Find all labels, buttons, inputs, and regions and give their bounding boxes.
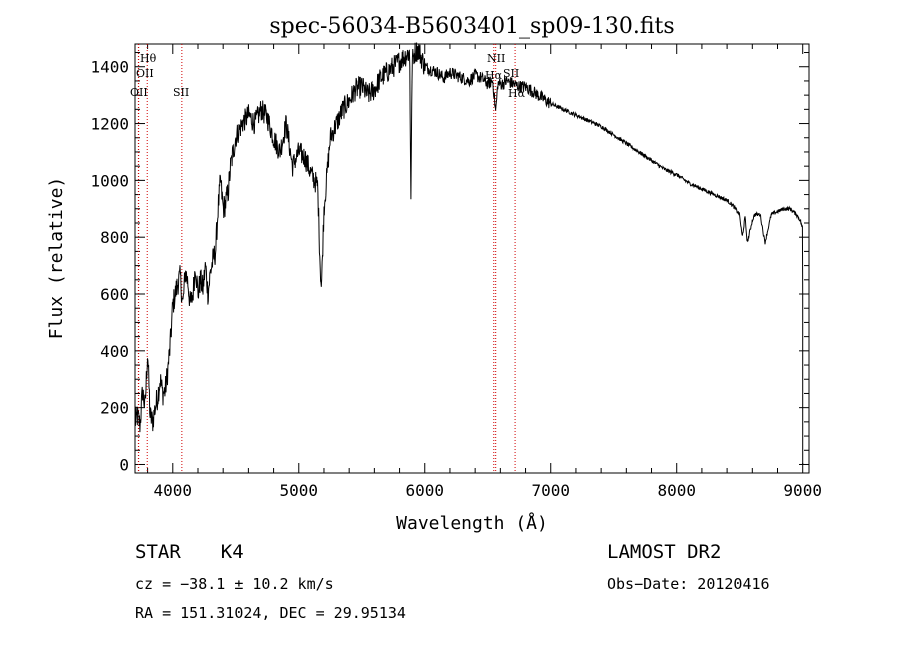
line-label-halpha-partial: Hα [508, 87, 526, 100]
x-tick-label: 8000 [657, 481, 696, 500]
x-axis-ticks: 4000 5000 6000 7000 8000 9000 [147, 44, 822, 500]
x-tick-label: 5000 [280, 481, 319, 500]
y-axis-ticks: 0 200 400 600 800 1000 1200 1400 [90, 52, 809, 474]
x-tick-label: 9000 [783, 481, 822, 500]
flux-series-line [134, 42, 804, 465]
plot-frame [134, 43, 810, 474]
y-tick-label: 400 [100, 342, 129, 361]
x-tick-label: 4000 [154, 481, 193, 500]
obs-date-text: Obs−Date: 20120416 [607, 575, 770, 593]
object-subclass: K4 [220, 541, 244, 563]
y-axis-label: Flux (relative) [46, 177, 67, 340]
spectral-line-markers [137, 44, 516, 473]
x-tick-label: 7000 [531, 481, 570, 500]
x-axis-label: Wavelength (Å) [396, 512, 548, 534]
line-label-sii-red: SII [503, 67, 519, 80]
y-tick-label: 600 [100, 285, 129, 304]
chart-title: spec-56034-B5603401_sp09-130.fits [269, 14, 674, 39]
y-tick-label: 200 [100, 399, 129, 418]
line-label-nii: NII [487, 52, 505, 65]
line-label-sii-blue: SII [173, 86, 189, 99]
coordinates-text: RA = 151.31024, DEC = 29.95134 [135, 604, 406, 622]
object-class-text: STAR K4 [135, 541, 244, 563]
survey-text: LAMOST DR2 [607, 541, 722, 563]
y-tick-label: 1000 [90, 171, 129, 190]
line-label-oii-upper: OII [136, 67, 154, 80]
cz-text: cz = −38.1 ± 10.2 km/s [135, 575, 334, 593]
line-label-htheta: Hθ [140, 52, 157, 65]
y-tick-label: 1200 [90, 115, 129, 134]
y-tick-label: 800 [100, 228, 129, 247]
y-tick-label: 1400 [90, 58, 129, 77]
x-tick-label: 6000 [405, 481, 444, 500]
y-tick-label: 0 [119, 455, 129, 474]
object-class: STAR [135, 541, 181, 563]
line-label-oii-lower: OII [130, 86, 148, 99]
line-label-halpha: Hα [485, 69, 503, 82]
